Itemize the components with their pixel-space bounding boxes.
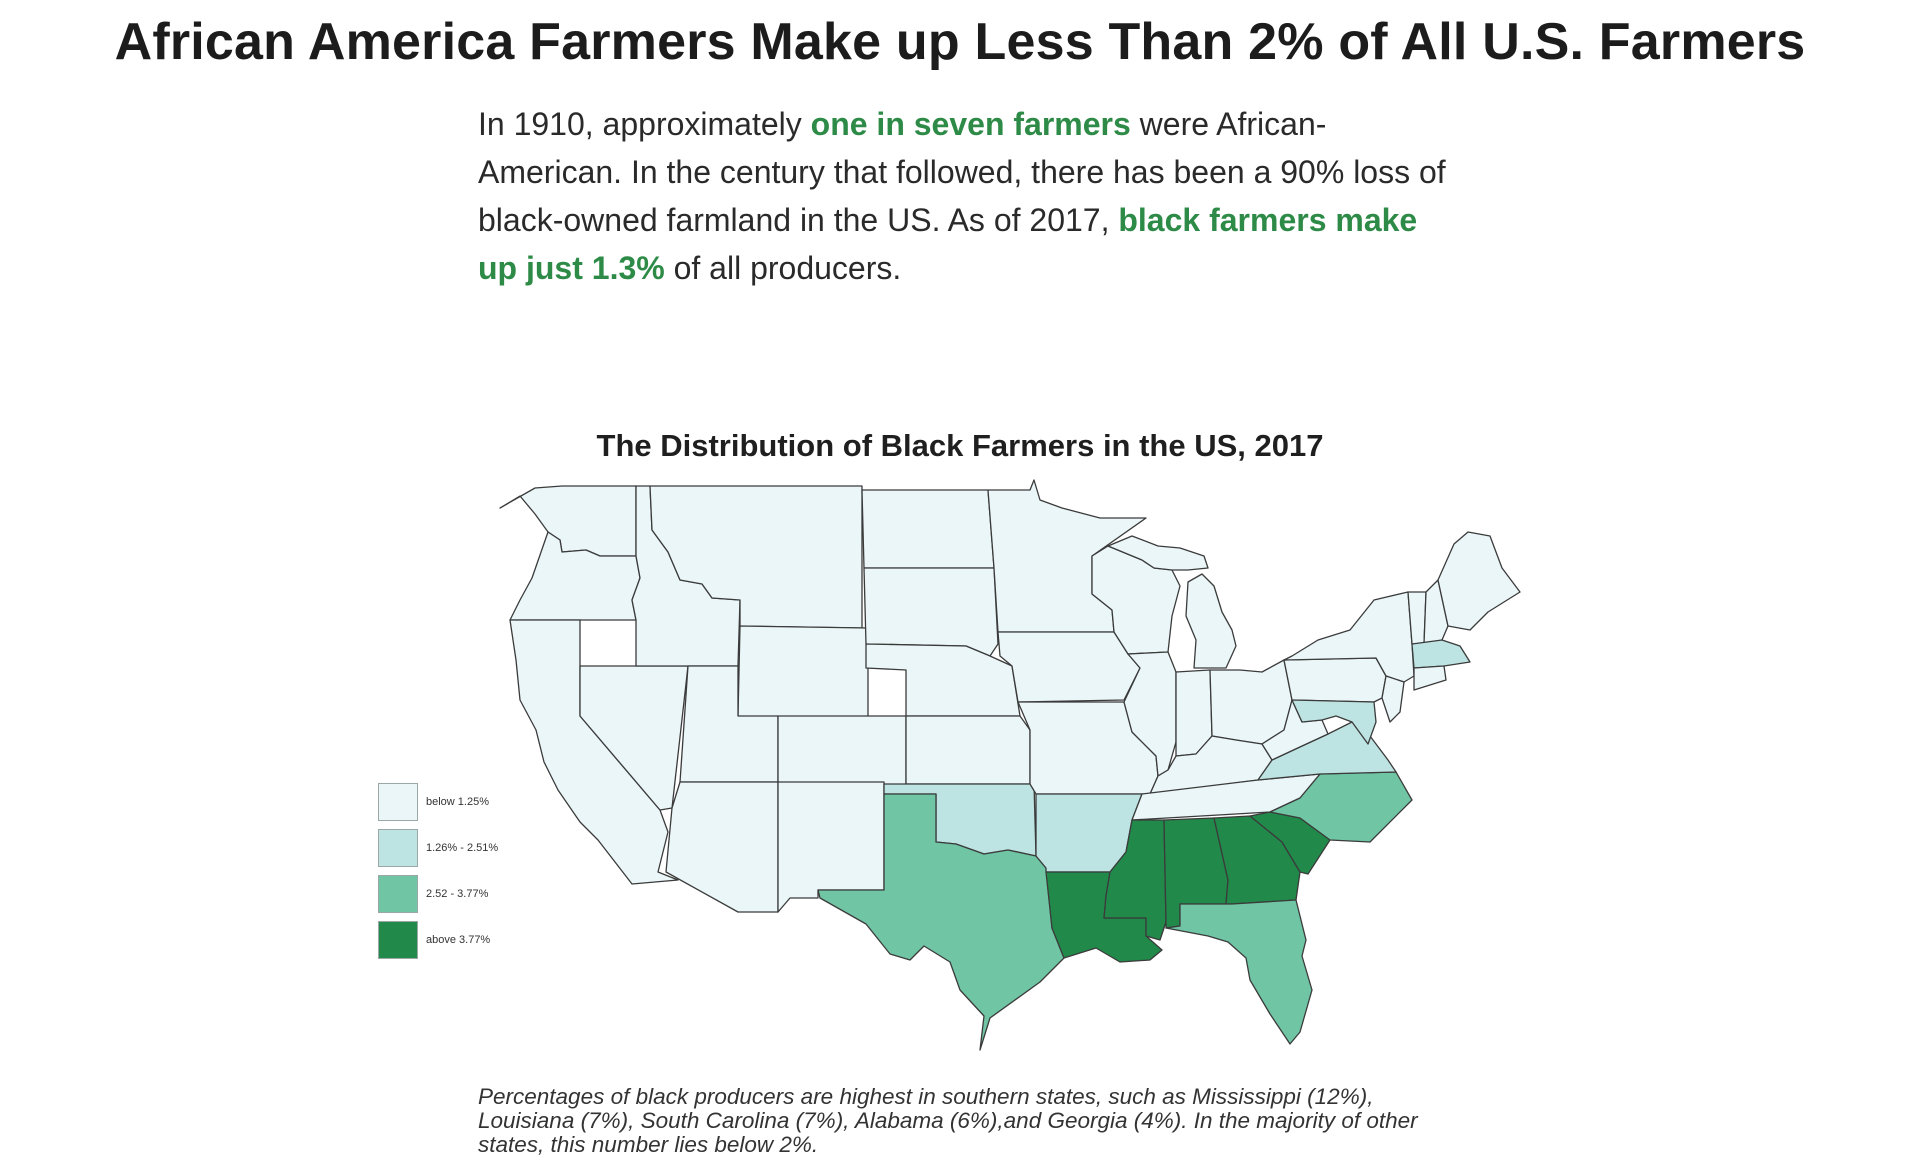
state-north-carolina <box>1269 771 1413 843</box>
intro-text-1: In 1910, approximately <box>478 106 811 142</box>
state-maryland <box>1291 699 1377 745</box>
state-nebraska <box>865 643 1021 717</box>
state-wyoming <box>737 625 869 719</box>
legend-label: 2.52 - 3.77% <box>426 888 489 900</box>
state-montana <box>649 485 863 629</box>
state-michigan-upper <box>1107 535 1209 571</box>
legend-label: below 1.25% <box>426 796 489 808</box>
state-connecticut <box>1413 665 1447 691</box>
state-michigan <box>1185 573 1237 669</box>
state-massachusetts <box>1411 639 1471 669</box>
state-pennsylvania <box>1283 657 1387 703</box>
map-caption: Percentages of black producers are highe… <box>478 1084 1418 1157</box>
intro-highlight-one-in-seven: one in seven farmers <box>810 106 1131 142</box>
state-texas <box>817 793 1065 1051</box>
state-maine <box>1437 531 1521 631</box>
state-florida <box>1165 899 1313 1045</box>
page-title: African America Farmers Make up Less Tha… <box>114 13 1806 71</box>
map-title: The Distribution of Black Farmers in the… <box>596 428 1324 463</box>
legend-swatch <box>378 829 418 867</box>
legend-swatch <box>378 783 418 821</box>
state-washington <box>499 485 637 557</box>
intro-text-3: of all producers. <box>664 250 902 286</box>
state-ohio <box>1209 659 1293 745</box>
state-iowa <box>997 631 1141 703</box>
legend-item-2-52-to-3-77: 2.52 - 3.77% <box>378 874 488 914</box>
legend-swatch <box>378 875 418 913</box>
state-north-dakota <box>861 489 995 569</box>
intro-text-2: were African-American. In the century th… <box>478 106 1446 238</box>
state-south-dakota <box>863 567 999 657</box>
legend-swatch <box>378 921 418 959</box>
state-new-jersey <box>1381 675 1405 723</box>
legend-item-below-1-25: below 1.25% <box>378 782 489 822</box>
legend-item-above-3-77: above 3.77% <box>378 920 490 960</box>
state-arizona <box>665 781 779 913</box>
legend-label: above 3.77% <box>426 934 491 946</box>
state-new-hampshire <box>1423 579 1449 645</box>
legend-item-1-26-to-2-51: 1.26% - 2.51% <box>378 828 498 868</box>
state-kansas <box>905 715 1031 785</box>
intro-paragraph: In 1910, approximately one in seven farm… <box>478 100 1458 292</box>
legend-label: 1.26% - 2.51% <box>426 842 499 854</box>
intro-highlight-black-farmers: black farmers make up just 1.3% <box>478 202 1418 286</box>
